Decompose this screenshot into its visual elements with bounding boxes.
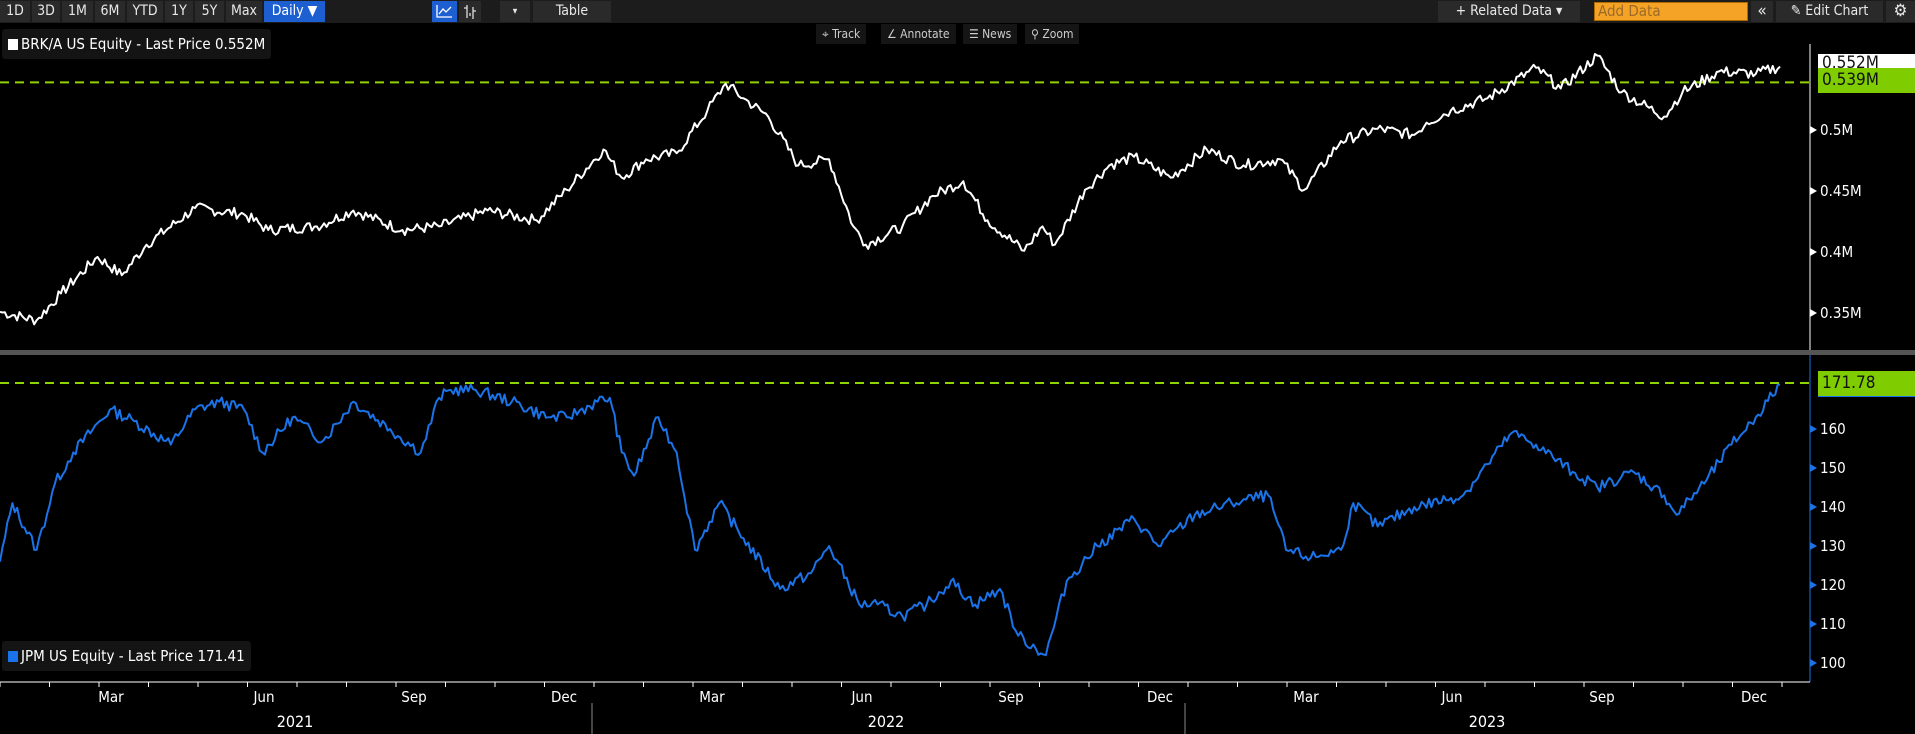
month-label: Mar [699,688,725,706]
period-6m-button[interactable]: 6M [95,1,125,22]
brk-ytick-mark [1810,187,1817,195]
jpm-ytick: 100 [1820,654,1846,672]
chart-type-dropdown[interactable]: ▾ [500,1,530,22]
jpm-ytick: 110 [1820,615,1846,633]
period-max-button[interactable]: Max [226,1,262,22]
track-button[interactable]: ⌖ Track [816,24,867,44]
period-3d-button[interactable]: 3D [32,1,60,22]
jpm-ytick-mark [1810,659,1817,667]
brk-ytick-mark [1810,126,1817,134]
brk-ytick-mark [1810,309,1817,317]
jpm-ytick: 160 [1820,420,1846,438]
brk-legend-label: BRK/A US Equity - Last Price 0.552M [21,35,266,53]
month-label: Mar [98,688,124,706]
jpm-legend[interactable]: JPM US Equity - Last Price 171.41 [2,641,251,671]
period-1m-button[interactable]: 1M [62,1,93,22]
annotate-button[interactable]: ∠ Annotate [881,24,956,44]
year-label: 2021 [276,712,314,731]
year-label: 2023 [1468,712,1506,731]
frequency-dropdown[interactable]: Daily ▼ [264,1,325,22]
jpm-ytick: 130 [1820,537,1846,555]
jpm-ytick-mark [1810,581,1817,589]
jpm-ytick-mark [1810,503,1817,511]
month-label: Dec [1740,688,1768,706]
brk-legend[interactable]: BRK/A US Equity - Last Price 0.552M [2,29,272,59]
month-label: Dec [1146,688,1174,706]
month-label: Sep [1589,688,1615,706]
period-5y-button[interactable]: 5Y [195,1,224,22]
brk-ytick: 0.4M [1820,243,1854,261]
brk-price-line [0,53,1781,326]
settings-gear-icon[interactable]: ⚙ [1886,1,1915,22]
month-label: Dec [550,688,578,706]
brk-last-price-tag: 0.552M [1818,54,1915,70]
line-chart-button[interactable] [432,1,457,22]
jpm-ytick-mark [1810,620,1817,628]
news-button[interactable]: ☰ News [963,24,1018,44]
jpm-ytick: 120 [1820,576,1846,594]
pane-separator [0,350,1915,355]
month-label: Jun [1441,688,1463,706]
edit-chart-button[interactable]: ✎ Edit Chart [1776,1,1883,22]
brk-reference-tag: 0.539M [1818,68,1915,93]
month-label: Mar [1293,688,1319,706]
jpm-reference-tag: 171.78 [1818,371,1915,397]
jpm-ytick: 140 [1820,498,1846,516]
add-data-input[interactable]: Add Data [1594,2,1748,21]
jpm-price-line [0,383,1781,657]
month-label: Sep [401,688,427,706]
period-1y-button[interactable]: 1Y [165,1,193,22]
zoom-button[interactable]: ⚲ Zoom [1025,24,1080,44]
jpm-swatch-icon [8,651,18,662]
period-ytd-button[interactable]: YTD [127,1,163,22]
brk-swatch-icon [8,39,18,50]
jpm-ytick-mark [1810,464,1817,472]
month-label: Jun [253,688,275,706]
brk-ytick: 0.45M [1820,182,1862,200]
period-1d-button[interactable]: 1D [0,1,30,22]
bar-chart-button[interactable] [459,1,481,22]
brk-ytick: 0.35M [1820,304,1862,322]
table-button[interactable]: Table [533,1,611,22]
toolbar: 1D 3D 1M 6M YTD 1Y 5Y Max Daily ▼ ▾ Tabl… [0,0,1915,23]
line-chart-icon [436,5,452,18]
collapse-button[interactable]: « [1751,1,1773,22]
jpm-legend-label: JPM US Equity - Last Price 171.41 [21,647,245,665]
related-data-button[interactable]: + Related Data ▾ [1438,1,1580,22]
month-label: Jun [851,688,873,706]
ohlc-bar-icon [464,5,476,19]
month-label: Sep [998,688,1024,706]
jpm-ytick-mark [1810,425,1817,433]
brk-ytick-mark [1810,248,1817,256]
jpm-ytick-mark [1810,542,1817,550]
year-label: 2022 [867,712,905,731]
brk-ytick: 0.5M [1820,121,1854,139]
jpm-ytick: 150 [1820,459,1846,477]
